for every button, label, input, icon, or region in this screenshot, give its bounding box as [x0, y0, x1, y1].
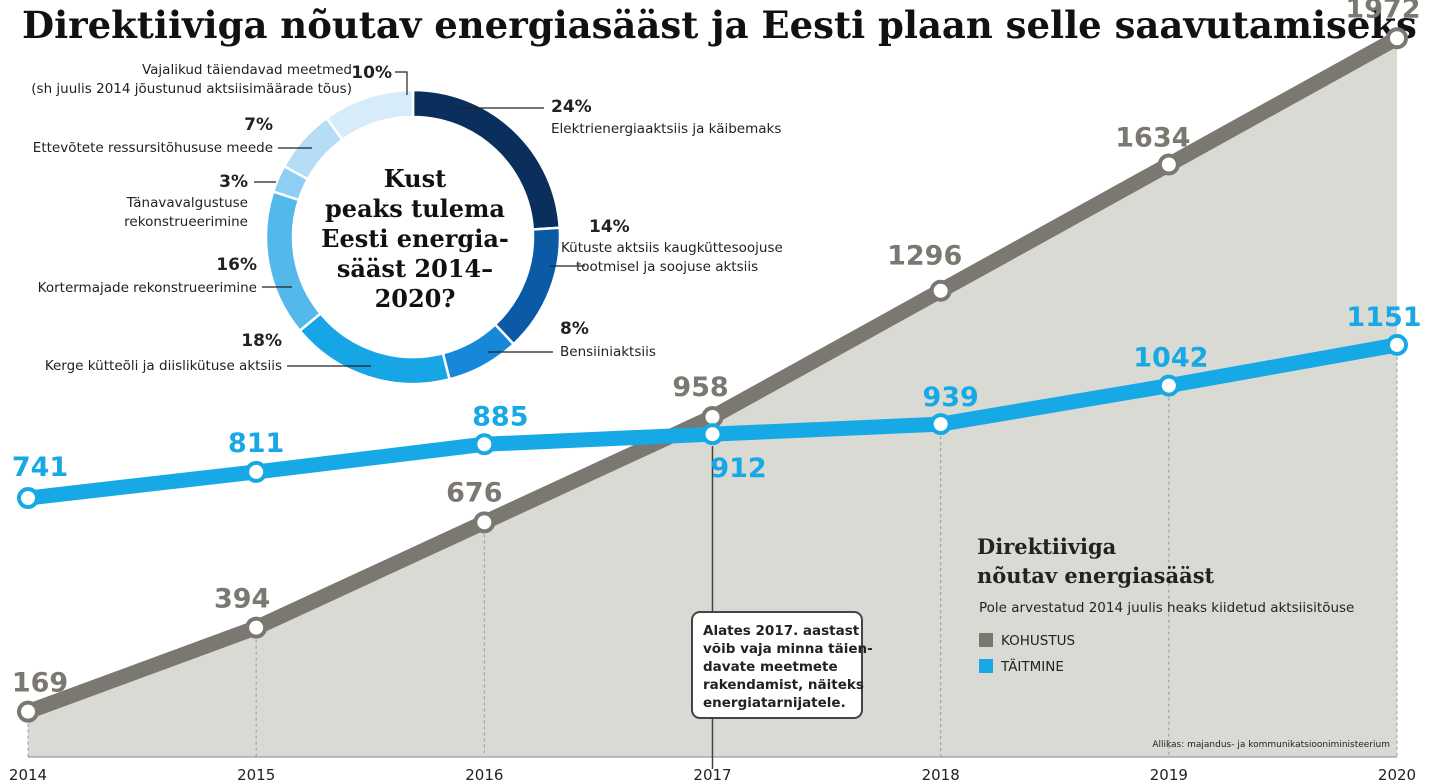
legend-swatch: [979, 659, 993, 673]
callout-text: Alates 2017. aastast: [703, 623, 860, 639]
slice-percent-label: 8%: [560, 319, 589, 339]
obligation-point: [245, 616, 268, 639]
legend: Direktiiviga nõutav energiasääst Pole arve…: [977, 534, 1354, 675]
fulfillment-value-label: 885: [472, 401, 528, 432]
fulfillment-point: [1157, 374, 1180, 397]
slice-percent-label: 10%: [351, 63, 392, 83]
legend-subtitle: Pole arvestatud 2014 juulis heaks kiidet…: [979, 600, 1354, 616]
obligation-value-label: 1296: [887, 241, 962, 272]
slice-name-label: rekonstrueerimine: [124, 214, 248, 230]
obligation-value-label: 1972: [1345, 0, 1420, 24]
obligation-value-label: 169: [12, 668, 68, 699]
x-tick-label: 2020: [1378, 766, 1416, 784]
callout-box: [691, 611, 863, 719]
fulfillment-value-label: 912: [710, 453, 766, 484]
slice-name-label: Vajalikud täiendavad meetmed: [142, 62, 352, 78]
legend-swatch: [979, 633, 993, 647]
value-labels: 169 741 394 811 676 885 958 912 1296 939 1634 1042 1…: [12, 0, 1422, 699]
slice-name-label: Kortermajade rekonstrueerimine: [38, 280, 257, 296]
slice-percent-label: 7%: [244, 115, 273, 135]
x-tick-label: 2014: [9, 766, 47, 784]
legend-item-label: TÄITMINE: [1000, 657, 1064, 675]
callout-text: energiatarnijatele.: [703, 695, 846, 711]
fulfillment-value-label: 741: [12, 452, 68, 483]
obligation-point: [1386, 27, 1408, 50]
source-note: Allikas: majandus- ja kommunikatsioonimi…: [1152, 740, 1390, 750]
legend-item-label: KOHUSTUS: [1001, 633, 1075, 649]
slice-name-label: (sh juulis 2014 jõustunud aktsiisimäärad…: [31, 81, 352, 97]
donut-slice: [324, 88, 415, 142]
fulfillment-point: [473, 433, 496, 456]
obligation-point: [929, 279, 952, 302]
fulfillment-point: [701, 423, 724, 446]
slice-percent-label: 14%: [589, 217, 630, 237]
x-tick-label: 2018: [922, 766, 960, 784]
slice-name-label: tootmisel ja soojuse aktsiis: [576, 259, 758, 275]
slice-name-label: Kütuste aktsiis kaugküttesoojuse: [561, 240, 783, 256]
fulfillment-value-label: 1042: [1133, 343, 1208, 374]
callout-text: davate meetmete: [703, 659, 838, 675]
obligation-value-label: 676: [446, 477, 502, 508]
donut-center-text: Kust: [384, 164, 446, 193]
slice-name-label: Kerge kütteõli ja diislikütuse aktsiis: [45, 358, 282, 374]
x-tick-label: 2015: [237, 766, 275, 784]
slice-name-label: Ettevõtete ressursitõhususe meede: [33, 140, 273, 156]
callout-text: rakendamist, näiteks: [703, 677, 864, 693]
x-tick-label: 2017: [693, 766, 731, 784]
slice-leader-line: [395, 71, 408, 95]
donut-hole: [297, 121, 529, 353]
slice-percent-label: 24%: [551, 97, 592, 117]
line-layer: [17, 27, 1408, 723]
obligation-value-label: 1634: [1115, 123, 1190, 154]
fulfillment-value-label: 939: [922, 382, 978, 413]
slice-percent-label: 18%: [241, 331, 282, 351]
obligation-point: [473, 511, 496, 534]
gridlines: 2014 2015 2016 2017 2018 2019 2020: [9, 356, 1416, 784]
callout: Alates 2017. aastast võib vaja minna täie…: [691, 611, 873, 719]
obligation-value-label: 394: [214, 584, 270, 615]
obligation-point: [17, 700, 39, 723]
slice-percent-label: 3%: [219, 172, 248, 192]
fulfillment-value-label: 1151: [1346, 302, 1421, 333]
donut-center-text: Eesti energia-: [321, 224, 509, 253]
x-tick-label: 2016: [465, 766, 503, 784]
slice-name-label: Tänavavalgustuse: [126, 195, 248, 211]
callout-text: võib vaja minna täien-: [703, 641, 873, 657]
slice-name-label: Bensiiniaktsiis: [560, 344, 656, 360]
donut-center-text: peaks tulema: [325, 194, 505, 223]
fulfillment-point: [17, 487, 39, 510]
slice-name-label: Elektrienergiaaktsiis ja käibemaks: [551, 121, 781, 137]
obligation-value-label: 958: [672, 372, 728, 403]
fulfillment-value-label: 811: [228, 428, 284, 459]
fulfillment-point: [929, 413, 952, 436]
slice-percent-label: 16%: [216, 255, 257, 275]
fulfillment-point: [1386, 333, 1408, 356]
legend-title: Direktiiviga: [977, 534, 1117, 559]
donut-center-text: sääst 2014–: [337, 254, 493, 283]
donut-center-text: 2020?: [375, 284, 456, 313]
obligation-point: [1157, 153, 1180, 176]
main-title: Direktiiviga nõutav energiasääst ja Eest…: [22, 3, 1417, 47]
fulfillment-point: [245, 460, 268, 483]
legend-title: nõutav energiasääst: [977, 563, 1215, 588]
x-tick-label: 2019: [1150, 766, 1188, 784]
